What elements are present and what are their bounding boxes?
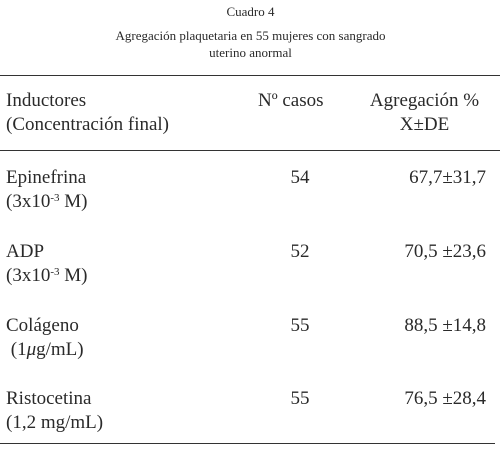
row-inductor-name: Ristocetina (6, 388, 92, 409)
row-inductor-concentration: (1μg/mL) (6, 339, 84, 360)
row-agregacion: 70,5 ±23,6 (404, 241, 486, 262)
caption-number: Cuadro 4 (226, 4, 275, 19)
row-inductor: Epinefrina (3x10-3 M) (6, 166, 87, 214)
row-inductor-concentration: (3x10-3 M) (6, 265, 88, 286)
header-agregacion: Agregación % X±DE (352, 89, 497, 137)
row-inductor: Colágeno (1μg/mL) (6, 314, 84, 362)
row-agregacion: 67,7±31,7 (409, 167, 486, 188)
row-inductor: Ristocetina (1,2 mg/mL) (6, 387, 103, 435)
table-top-rule (0, 75, 500, 76)
row-agregacion: 76,5 ±28,4 (404, 388, 486, 409)
table-bottom-rule (0, 443, 495, 444)
header-agregacion-line2: X±DE (399, 114, 450, 135)
header-casos: Nº casos (258, 90, 324, 111)
caption-title-line1: Agregación plaquetaria en 55 mujeres con… (115, 28, 386, 43)
row-inductor-concentration: (1,2 mg/mL) (6, 412, 104, 433)
header-inductor-line1: Inductores (6, 90, 87, 111)
row-inductor: ADP (3x10-3 M) (6, 240, 87, 288)
row-inductor-name: Colágeno (6, 315, 79, 336)
row-inductor-concentration: (3x10-3 M) (6, 191, 88, 212)
row-inductor-name: Epinefrina (6, 167, 87, 188)
header-inductor-line2: (Concentración final) (6, 114, 170, 135)
caption-title-line2: uterino anormal (209, 45, 292, 60)
row-casos: 54 (290, 167, 310, 188)
row-casos: 52 (290, 241, 310, 262)
table-header-rule (0, 150, 500, 151)
row-casos: 55 (290, 388, 310, 409)
header-inductor: Inductores (Concentración final) (6, 89, 169, 137)
caption-title: Agregación plaquetaria en 55 mujeres con… (60, 27, 441, 61)
row-casos: 55 (290, 315, 310, 336)
row-inductor-name: ADP (6, 241, 45, 262)
row-agregacion: 88,5 ±14,8 (404, 315, 486, 336)
header-agregacion-line1: Agregación % (369, 90, 480, 111)
